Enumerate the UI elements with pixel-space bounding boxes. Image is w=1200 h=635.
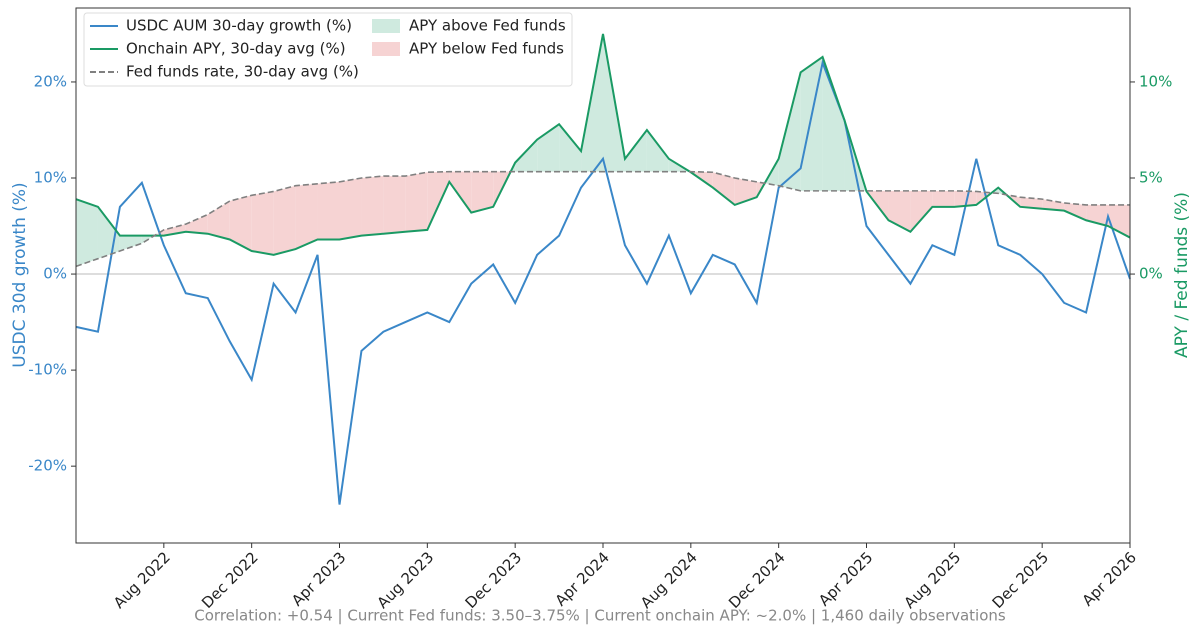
fill-band — [625, 130, 647, 172]
y2-tick-label: 0% — [1139, 265, 1163, 283]
x-tick-label: Aug 2024 — [637, 548, 701, 612]
x-tick-label: Aug 2023 — [374, 548, 438, 612]
y2-tick-label: 10% — [1139, 72, 1172, 90]
fill-band — [471, 172, 493, 213]
fill-band — [230, 195, 252, 251]
y2-axis-label: APY / Fed funds (%) — [1172, 192, 1192, 358]
x-tick-label: Aug 2025 — [901, 548, 965, 612]
x-tick-label: Apr 2025 — [815, 548, 876, 609]
x-tick-label: Dec 2025 — [989, 548, 1053, 612]
legend: USDC AUM 30-day growth (%) Onchain APY, 3… — [84, 13, 572, 86]
x-tick-label: Apr 2026 — [1079, 548, 1140, 609]
fill-band — [186, 215, 208, 234]
x-tick-label: Dec 2024 — [725, 548, 789, 612]
y-axis-label: USDC 30d growth (%) — [10, 182, 30, 367]
fill-band — [713, 172, 735, 205]
y-tick-label: 0% — [43, 265, 67, 283]
legend-label: Onchain APY, 30-day avg (%) — [126, 40, 346, 58]
y-tick-label: -20% — [28, 457, 67, 475]
fill-band — [120, 236, 142, 251]
y-tick-label: 20% — [34, 72, 67, 90]
x-tick-label: Dec 2022 — [198, 548, 262, 612]
legend-swatch — [372, 42, 400, 56]
fill-band — [383, 176, 405, 234]
x-tick-label: Apr 2023 — [288, 548, 349, 609]
legend-label: USDC AUM 30-day growth (%) — [126, 17, 352, 35]
fill-band — [361, 176, 383, 236]
fill-band — [779, 72, 801, 191]
x-tick-label: Dec 2023 — [462, 548, 526, 612]
fill-band — [823, 57, 845, 191]
fill-band — [405, 172, 427, 232]
fill-band — [318, 182, 340, 240]
footer-note: Correlation: +0.54 | Current Fed funds: … — [194, 607, 1006, 625]
fill-band — [274, 186, 296, 255]
y-tick-label: 10% — [34, 169, 67, 187]
fill-band — [340, 178, 362, 239]
x-tick-label: Apr 2024 — [552, 548, 613, 609]
legend-label: APY below Fed funds — [409, 40, 564, 58]
x-tick-label: Aug 2022 — [110, 548, 174, 612]
y-tick-label: -10% — [28, 361, 67, 379]
legend-swatch — [372, 19, 400, 33]
fill-band — [932, 191, 954, 207]
fill-band — [76, 199, 98, 266]
fill-band — [647, 130, 669, 172]
y2-tick-label: 5% — [1139, 169, 1163, 187]
fill-band — [296, 184, 318, 249]
legend-label: Fed funds rate, 30-day avg (%) — [126, 63, 359, 81]
fill-band — [252, 191, 274, 254]
legend-label: APY above Fed funds — [409, 17, 566, 35]
